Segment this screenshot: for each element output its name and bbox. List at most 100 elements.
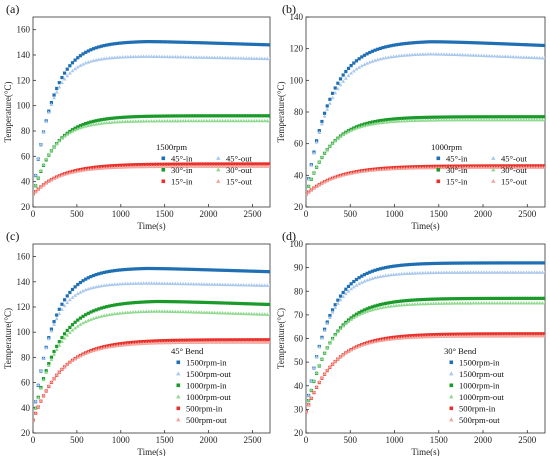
data-point <box>400 116 404 120</box>
data-point <box>223 301 227 305</box>
data-point <box>260 43 264 47</box>
data-point <box>57 340 61 344</box>
data-point <box>242 114 246 118</box>
data-point <box>252 283 257 287</box>
data-point <box>455 301 460 305</box>
data-point <box>268 118 270 123</box>
data-point <box>226 268 230 273</box>
data-point <box>461 261 465 265</box>
data-point <box>186 118 191 123</box>
data-point <box>328 177 332 181</box>
data-point <box>99 44 104 48</box>
data-point <box>444 334 449 338</box>
data-point <box>126 40 130 45</box>
data-point <box>67 130 72 135</box>
data-point <box>123 115 127 119</box>
data-point <box>479 332 483 336</box>
data-point <box>99 314 104 318</box>
data-point <box>170 162 175 166</box>
legend-title: 1500rpm <box>156 142 187 152</box>
data-point <box>263 269 267 274</box>
data-point <box>471 270 476 274</box>
data-point <box>176 40 180 44</box>
data-point <box>383 55 388 60</box>
data-point <box>163 162 167 166</box>
legend-label: 1500rpm-in <box>459 358 500 368</box>
data-point <box>210 164 214 168</box>
data-point <box>78 290 83 294</box>
data-point <box>312 366 316 370</box>
data-point <box>236 338 240 342</box>
data-point <box>55 313 59 317</box>
x-tick-label: 2500 <box>518 209 537 219</box>
data-point <box>162 281 167 285</box>
data-point <box>317 379 322 384</box>
data-point <box>516 115 521 119</box>
data-point <box>78 280 82 285</box>
data-point <box>532 270 537 274</box>
legend-marker <box>176 371 181 376</box>
data-point <box>165 309 170 313</box>
data-point <box>228 340 233 344</box>
data-point <box>426 301 431 306</box>
data-point <box>521 301 526 305</box>
data-point <box>351 285 356 289</box>
data-point <box>498 261 502 265</box>
data-point <box>118 282 122 286</box>
data-point <box>139 300 143 304</box>
data-point <box>511 165 516 169</box>
data-point <box>468 117 473 122</box>
data-point <box>260 56 264 61</box>
data-point <box>228 282 233 287</box>
data-point <box>160 40 164 44</box>
data-point <box>197 310 201 314</box>
data-point <box>205 300 209 305</box>
data-point <box>519 117 523 122</box>
data-point <box>146 119 151 123</box>
data-point <box>357 170 362 174</box>
data-point <box>354 345 359 349</box>
data-point <box>128 163 133 167</box>
data-point <box>362 273 367 277</box>
data-point <box>450 40 454 44</box>
data-point <box>538 261 542 265</box>
data-point <box>497 165 502 169</box>
data-point <box>212 340 217 344</box>
data-point <box>112 120 117 124</box>
data-point <box>107 312 112 317</box>
data-point <box>191 164 196 168</box>
panel-label: (c) <box>6 229 19 243</box>
data-point <box>399 336 404 340</box>
data-point <box>131 119 135 123</box>
data-point <box>412 271 417 275</box>
data-point <box>524 301 529 305</box>
data-point <box>447 301 452 305</box>
y-tick-label: 20 <box>21 202 31 212</box>
data-point <box>202 41 206 45</box>
data-point <box>173 162 177 166</box>
legend-item: 15°-out <box>491 177 527 187</box>
legend-label: 500rpm-out <box>186 415 227 425</box>
data-point <box>157 119 162 123</box>
data-point <box>94 58 99 62</box>
data-point <box>49 357 54 362</box>
data-point <box>155 40 159 44</box>
data-point <box>147 162 151 167</box>
data-point <box>495 301 500 305</box>
data-point <box>178 300 183 304</box>
data-point <box>147 266 151 271</box>
data-point <box>471 334 476 338</box>
data-point <box>197 41 201 45</box>
data-point <box>207 164 212 168</box>
data-point <box>173 118 178 123</box>
data-point <box>170 118 175 123</box>
data-point <box>407 335 412 340</box>
data-point <box>33 189 38 193</box>
data-point <box>378 119 382 123</box>
data-point <box>146 281 151 285</box>
data-point <box>444 301 449 305</box>
data-point <box>160 54 164 59</box>
data-point <box>519 270 523 274</box>
data-point <box>431 333 436 337</box>
data-point <box>450 118 454 122</box>
